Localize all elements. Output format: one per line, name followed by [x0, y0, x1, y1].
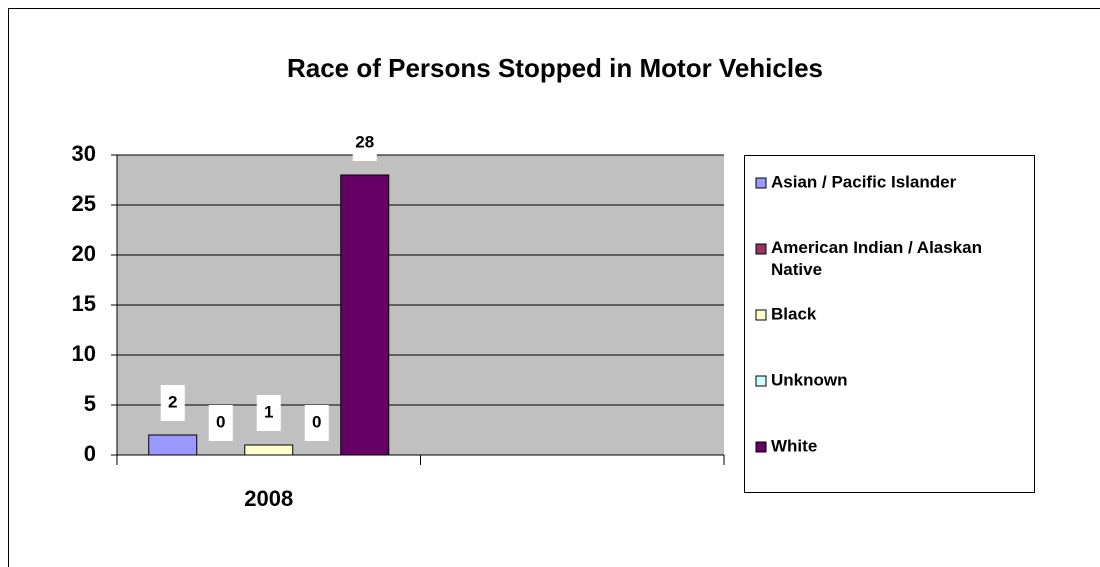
legend-label: American Indian / Alaskan Native [771, 238, 982, 279]
data-label: 28 [355, 132, 374, 151]
legend-swatch [755, 177, 767, 189]
bar [244, 444, 294, 456]
legend-label: White [771, 436, 817, 455]
data-label-bg [208, 405, 233, 441]
data-label: 0 [216, 412, 225, 431]
data-label: 2 [168, 392, 177, 411]
chart-title: Race of Persons Stopped in Motor Vehicle… [287, 53, 823, 83]
data-label-bg [352, 125, 377, 161]
legend-swatch [755, 243, 767, 255]
y-tick-label: 30 [72, 141, 96, 166]
y-tick-label: 10 [72, 341, 96, 366]
legend-swatch [755, 309, 767, 321]
legend-swatch [755, 441, 767, 453]
y-tick-label: 20 [72, 241, 96, 266]
legend-label: Unknown [771, 370, 848, 389]
data-label-bg [304, 405, 329, 441]
y-tick-label: 15 [72, 291, 96, 316]
y-tick-label: 25 [72, 191, 96, 216]
bar [340, 174, 390, 456]
legend-label: Asian / Pacific Islander [771, 172, 957, 191]
data-label: 0 [312, 412, 321, 431]
y-tick-label: 5 [84, 391, 96, 416]
legend-label: Black [771, 304, 817, 323]
data-label: 1 [264, 402, 273, 421]
y-tick-label: 0 [84, 441, 96, 466]
legend-box [744, 155, 1035, 493]
legend-swatch [755, 375, 767, 387]
data-label-bg [256, 395, 281, 431]
bar [148, 434, 198, 456]
data-label-bg [160, 385, 185, 421]
x-tick-label: 2008 [244, 486, 293, 511]
